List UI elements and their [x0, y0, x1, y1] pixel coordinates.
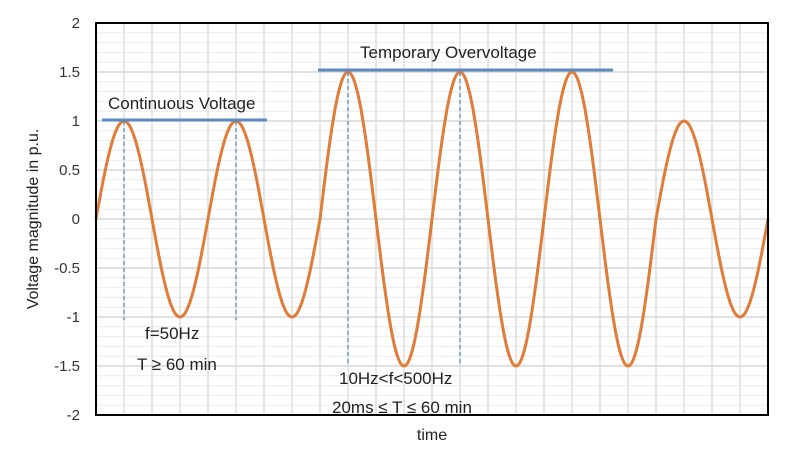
svg-text:-0.5: -0.5: [54, 260, 80, 277]
svg-text:-1.5: -1.5: [54, 358, 80, 375]
continuous-frequency-label: f=50Hz: [145, 324, 199, 343]
plot-frame: [95, 22, 769, 416]
svg-text:1: 1: [72, 113, 80, 130]
voltage-waveform: [94, 70, 770, 368]
svg-text:0.5: 0.5: [59, 162, 80, 179]
continuous-duration-label: T ≥ 60 min: [137, 355, 217, 374]
peak-marker-lines: [123, 72, 461, 365]
svg-text:-1: -1: [67, 309, 80, 326]
temporary-duration-label: 20ms ≤ T ≤ 60 min: [332, 398, 472, 417]
y-axis-label: Voltage magnitude in p.u.: [25, 129, 42, 310]
grid-lines: [95, 22, 769, 416]
temporary-overvoltage-label: Temporary Overvoltage: [360, 43, 537, 62]
temporary-frequency-label: 10Hz<f<500Hz: [339, 369, 452, 388]
svg-text:-2: -2: [67, 407, 80, 424]
svg-text:1.5: 1.5: [59, 64, 80, 81]
svg-text:0: 0: [72, 211, 80, 228]
continuous-voltage-label: Continuous Voltage: [108, 94, 255, 113]
y-axis-ticks: 2 1.5 1 0.5 0 -0.5 -1 -1.5 -2: [54, 15, 80, 424]
x-axis-label: time: [417, 427, 447, 444]
svg-text:2: 2: [72, 15, 80, 32]
